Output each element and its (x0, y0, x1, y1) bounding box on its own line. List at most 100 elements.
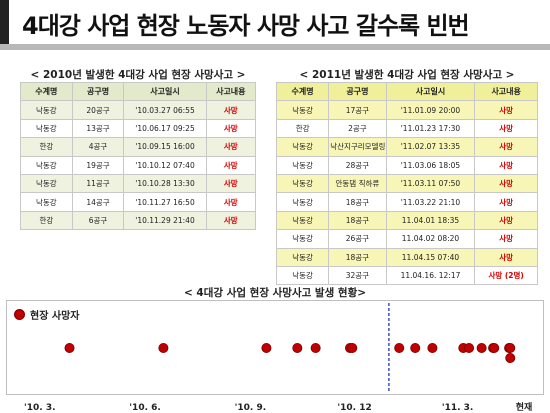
x-tick-label: '10. 12 (337, 403, 371, 413)
fatality-marker (505, 342, 516, 353)
table-cell: 낙동강 (275, 247, 330, 267)
table-cell: 사망 (205, 173, 257, 194)
table-row: 한강 6공구 '10.11.29 21:40 사망 (20, 210, 257, 231)
table-cell: 낙동강 (275, 137, 330, 157)
table-cell: 17공구 (328, 100, 387, 120)
table-2011-header-row: 수계명 공구명 사고일시 사고내용 (275, 81, 538, 102)
x-tick-label: '10. 3. (24, 403, 56, 413)
table-2011-col-header: 사고일시 (385, 81, 476, 102)
table-row: 낙동강 13공구 '10.06.17 09:25 사망 (20, 118, 257, 139)
fatality-marker (427, 342, 438, 353)
x-tick-label: '11. 3. (442, 403, 474, 413)
table-2010-body: 낙동강 20공구 '10.03.27 06:55 사망 낙동강 13공구 '10.06.17… (20, 100, 257, 231)
table-cell: 28공구 (328, 155, 387, 175)
table-cell: 사망 (2명) (474, 265, 538, 286)
page-title: 4대강 사업 현장 노동자 사망 사고 갈수록 빈번 (22, 12, 470, 40)
table-cell: '10.10.28 13:30 (123, 173, 207, 194)
legend-marker (14, 309, 25, 320)
table-cell: 사망 (205, 210, 257, 231)
fatality-marker (347, 342, 358, 353)
timeline-title: < 4대강 사업 현장 사망사고 발생 현황> (183, 287, 367, 299)
table-cell: 안동댐 직하류 (328, 173, 387, 194)
fatality-marker (64, 342, 75, 353)
table-row: 한강 4공구 '10.09.15 16:00 사망 (20, 137, 257, 157)
table-cell: 사망 (205, 118, 257, 139)
table-cell: 사망 (474, 247, 538, 267)
x-tick-label: '10. 9. (235, 403, 267, 413)
table-row: 낙동강 18공구 11.04.01 18:35 사망 (275, 210, 538, 231)
table-row: 낙동강 17공구 '11.01.09 20:00 사망 (275, 100, 538, 120)
table-cell: 한강 (20, 210, 73, 231)
table-cell: 낙동강 (275, 192, 330, 212)
table-cell: 11.04.15 07:40 (385, 247, 476, 267)
table-row: 낙동강 낙산지구리모델링 '11.02.07 13:35 사망 (275, 137, 538, 157)
table-cell: 낙동강 (275, 100, 330, 120)
table-2011-col-header: 공구명 (328, 81, 387, 102)
table-cell: 한강 (275, 118, 330, 139)
table-row: 낙동강 18공구 11.04.15 07:40 사망 (275, 247, 538, 267)
table-cell: 20공구 (71, 100, 125, 120)
table-cell: 19공구 (71, 155, 125, 175)
table-cell: 낙동강 (275, 210, 330, 231)
table-2011-col-header: 사고내용 (474, 81, 538, 102)
table-cell: 낙산지구리모델링 (328, 137, 387, 157)
table-cell: 사망 (474, 229, 538, 249)
table-cell: 26공구 (328, 229, 387, 249)
fatality-marker (261, 342, 272, 353)
fatality-marker (410, 342, 421, 353)
table-cell: 사망 (474, 173, 538, 194)
table-row: 낙동강 19공구 '10.10.12 07:40 사망 (20, 155, 257, 175)
title-bar: 4대강 사업 현장 노동자 사망 사고 갈수록 빈번 (0, 0, 550, 44)
title-divider (0, 44, 550, 50)
table-cell: 13공구 (71, 118, 125, 139)
table-2011-body: 낙동강 17공구 '11.01.09 20:00 사망 한강 2공구 '11.01.23 1… (275, 100, 538, 286)
table-2010-title: < 2010년 발생한 4대강 사업 현장 사망사고 > (30, 69, 246, 81)
table-row: 낙동강 11공구 '10.10.28 13:30 사망 (20, 173, 257, 194)
table-cell: 낙동강 (20, 100, 73, 120)
fatality-marker (489, 342, 500, 353)
table-row: 낙동강 안동댐 직하류 '11.03.11 07:50 사망 (275, 173, 538, 194)
table-cell: 낙동강 (20, 192, 73, 212)
table-cell: '10.09.15 16:00 (123, 137, 207, 157)
table-cell: 한강 (20, 137, 73, 157)
table-row: 낙동강 28공구 '11.03.06 18:05 사망 (275, 155, 538, 175)
table-2011-title: < 2011년 발생한 4대강 사업 현장 사망사고 > (299, 69, 515, 81)
table-2010-col-header: 수계명 (20, 81, 73, 102)
table-cell: 11공구 (71, 173, 125, 194)
table-cell: 낙동강 (275, 265, 330, 286)
table-cell: '11.03.06 18:05 (385, 155, 476, 175)
table-cell: 11.04.02 08:20 (385, 229, 476, 249)
title-accent-bar (0, 0, 9, 44)
table-cell: 사망 (474, 210, 538, 231)
table-2010: 수계명 공구명 사고일시 사고내용 낙동강 20공구 '10.03.27 06:55 사망 낙… (20, 81, 257, 231)
table-cell: '11.01.23 17:30 (385, 118, 476, 139)
table-cell: '10.06.17 09:25 (123, 118, 207, 139)
table-cell: '11.02.07 13:35 (385, 137, 476, 157)
table-cell: 낙동강 (275, 173, 330, 194)
fatality-marker (158, 342, 169, 353)
table-cell: 18공구 (328, 210, 387, 231)
table-cell: 낙동강 (275, 155, 330, 175)
fatality-marker (464, 342, 475, 353)
fatality-marker (476, 342, 487, 353)
table-cell: 낙동강 (275, 229, 330, 249)
x-tick-label: 현재 (516, 401, 533, 413)
table-cell: 사망 (474, 137, 538, 157)
table-cell: 4공구 (71, 137, 125, 157)
table-cell: '10.11.29 21:40 (123, 210, 207, 231)
table-cell: 11.04.16. 12:17 (385, 265, 476, 286)
table-cell: 낙동강 (20, 173, 73, 194)
fatality-marker (292, 342, 303, 353)
table-2011: 수계명 공구명 사고일시 사고내용 낙동강 17공구 '11.01.09 20:00 사망 한… (275, 81, 538, 286)
table-cell: 32공구 (328, 265, 387, 286)
fatality-marker (505, 352, 516, 363)
table-cell: 사망 (205, 100, 257, 120)
table-cell: 18공구 (328, 192, 387, 212)
table-cell: 사망 (205, 192, 257, 212)
timeline-frame (6, 300, 544, 395)
table-cell: 18공구 (328, 247, 387, 267)
table-row: 낙동강 26공구 11.04.02 08:20 사망 (275, 229, 538, 249)
fatality-marker (394, 342, 405, 353)
table-cell: '11.03.11 07:50 (385, 173, 476, 194)
